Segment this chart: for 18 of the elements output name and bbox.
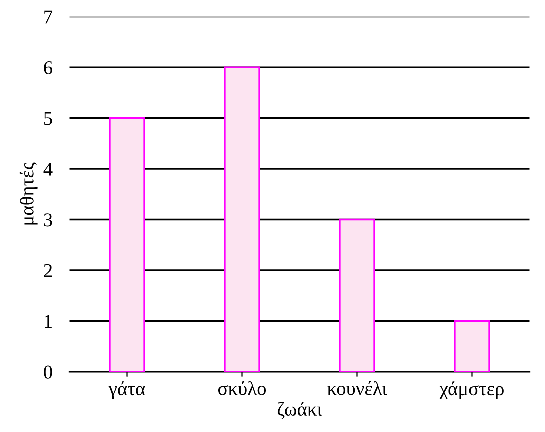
y-tick-label: 4 <box>44 162 53 176</box>
y-tick-label: 6 <box>44 61 53 75</box>
bar <box>339 218 376 372</box>
y-tick-label: 3 <box>44 214 52 227</box>
x-tick-label: χάμστερ <box>440 382 504 400</box>
y-tick-label: 7 <box>44 10 53 24</box>
y-axis-title: μαθητές <box>20 162 38 225</box>
x-tick-label: γάτα <box>108 382 146 400</box>
y-tick-label: 1 <box>45 315 52 328</box>
x-tick-label: κουνέλι <box>328 381 388 396</box>
y-tick-label: 0 <box>44 366 52 379</box>
bar <box>224 66 260 372</box>
x-tick-label: σκύλο <box>218 381 266 396</box>
y-tick-label: 2 <box>44 264 52 278</box>
bar <box>109 117 146 372</box>
y-tick-label: 5 <box>44 112 52 126</box>
bar <box>454 320 490 372</box>
x-axis-title: ζωάκι <box>278 402 322 420</box>
